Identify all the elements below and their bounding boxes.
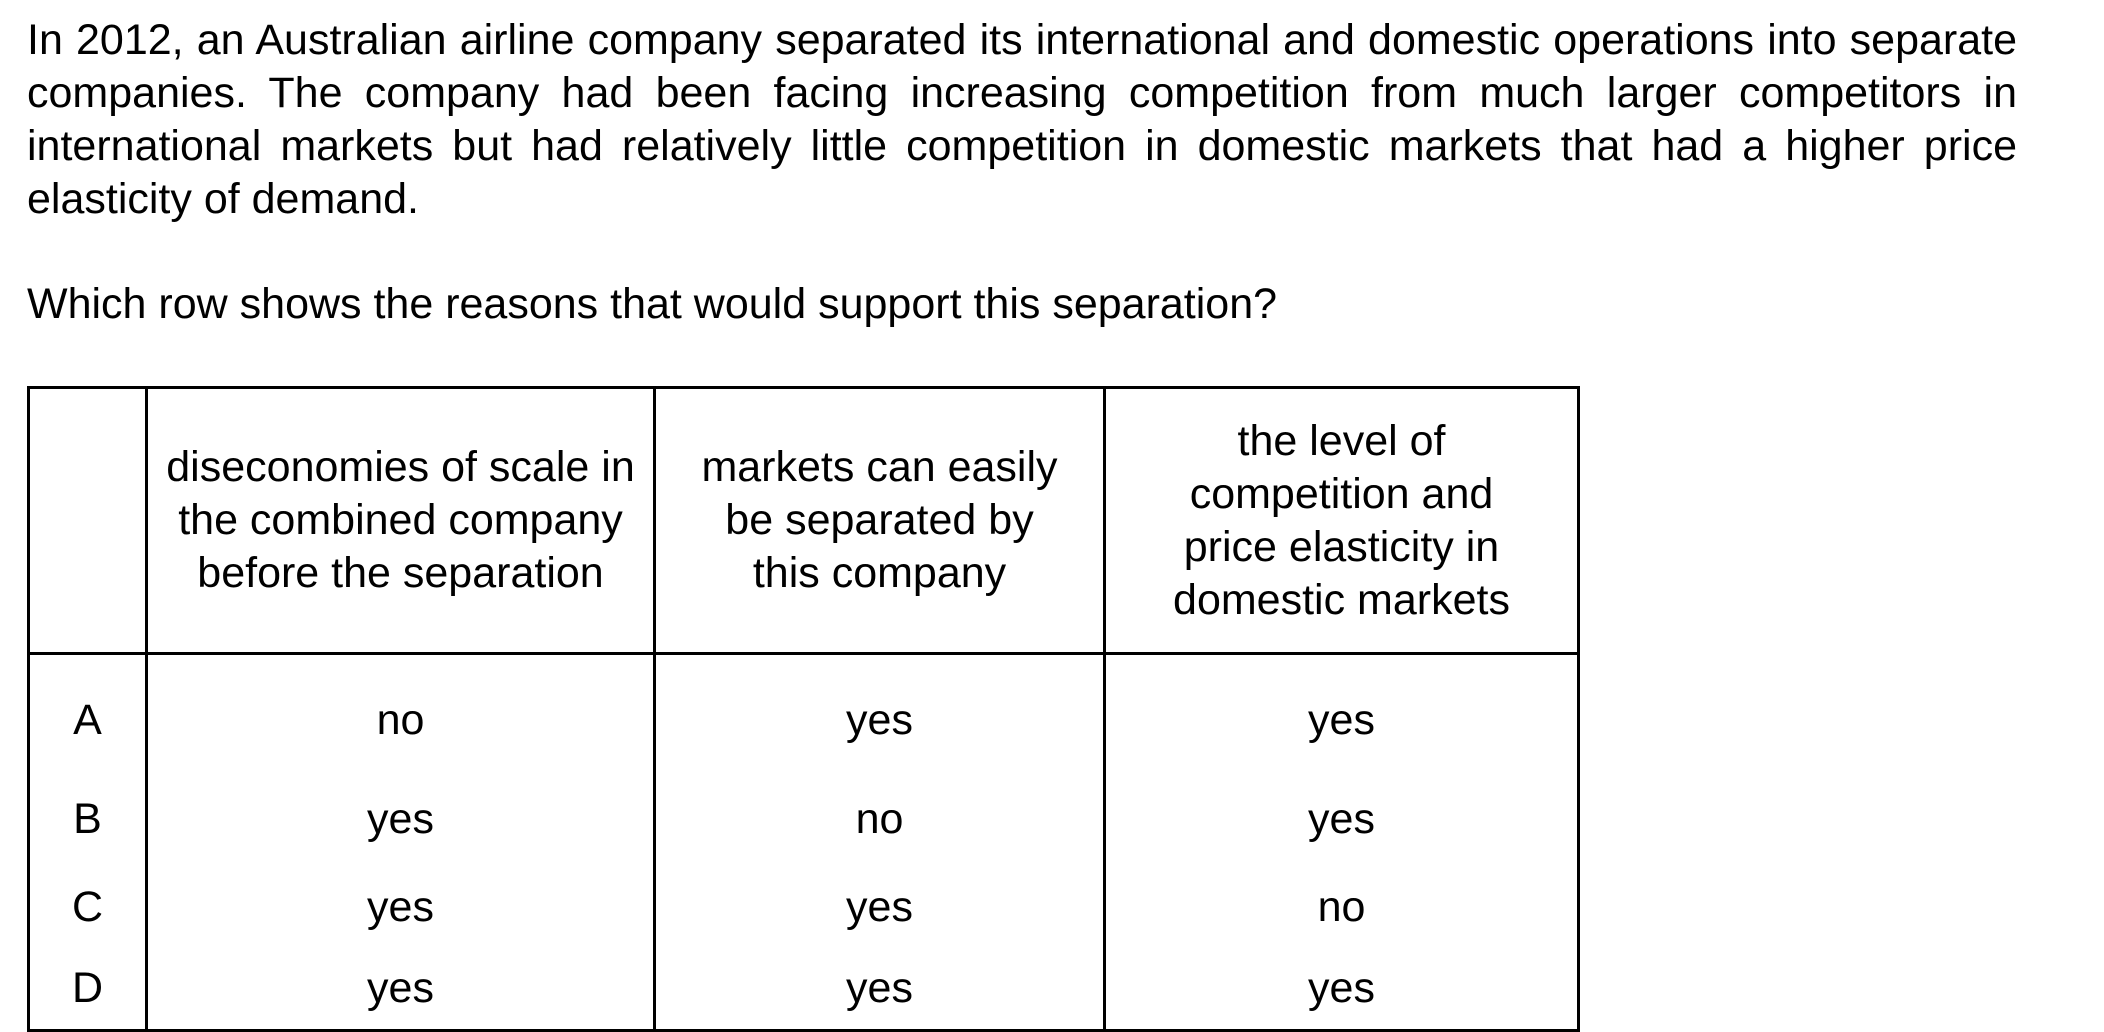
table-header-empty [27,386,148,655]
question-text: Which row shows the reasons that would s… [27,280,1278,328]
row-letter: C [27,863,148,951]
table-cell: yes [1103,951,1580,1032]
table-cell: yes [653,951,1106,1032]
table-header-markets-separated: markets can easily be separated by this … [653,386,1106,655]
answer-table: diseconomies of scale in the combined co… [27,386,1580,1032]
table-cell: yes [653,863,1106,951]
table-cell: no [145,653,656,775]
header-label: the level of competition and price elast… [1173,416,1510,624]
table-cell: yes [145,951,656,1032]
table-cell: yes [653,653,1106,775]
table-cell: yes [145,863,656,951]
row-letter: A [27,653,148,775]
table-cell: yes [1103,653,1580,775]
table-header-competition-elasticity: the level of competition and price elast… [1103,386,1580,655]
table-row-c: C yes yes no [27,863,1580,951]
header-label: diseconomies of scale in the combined co… [166,443,635,597]
header-label: markets can easily be separated by this … [701,443,1058,597]
table-cell: no [653,775,1106,863]
row-letter: D [27,951,148,1032]
table-header-row: diseconomies of scale in the combined co… [27,386,1580,655]
table-row-d: D yes yes yes [27,951,1580,1032]
table-row-a: A no yes yes [27,653,1580,775]
table-cell: yes [1103,775,1580,863]
table-row-b: B yes no yes [27,775,1580,863]
passage-text: In 2012, an Australian airline company s… [27,16,2017,223]
table-header-diseconomies: diseconomies of scale in the combined co… [145,386,656,655]
row-letter: B [27,775,148,863]
table-cell: no [1103,863,1580,951]
table-cell: yes [145,775,656,863]
